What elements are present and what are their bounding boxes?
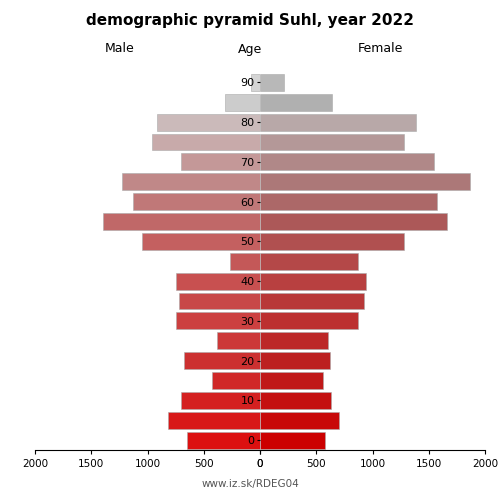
Bar [176, 272, 260, 289]
Bar [251, 74, 260, 91]
Bar [122, 174, 260, 190]
Bar [260, 432, 325, 448]
Bar [260, 74, 283, 91]
Bar [260, 272, 366, 289]
Text: demographic pyramid Suhl, year 2022: demographic pyramid Suhl, year 2022 [86, 12, 414, 28]
Bar [181, 154, 260, 170]
Bar [260, 114, 416, 130]
Bar [181, 392, 260, 409]
Bar [179, 292, 260, 310]
Bar [142, 233, 260, 250]
Bar [260, 193, 436, 210]
Bar [133, 193, 260, 210]
Bar [176, 312, 260, 330]
Bar [260, 154, 434, 170]
Text: Female: Female [358, 42, 403, 56]
Text: Age: Age [238, 42, 262, 56]
Bar [260, 94, 332, 110]
Bar [225, 94, 260, 110]
Bar [156, 114, 260, 130]
Text: www.iz.sk/RDEG04: www.iz.sk/RDEG04 [201, 480, 299, 490]
Bar [260, 372, 323, 389]
Bar [102, 213, 260, 230]
Bar [260, 253, 358, 270]
Bar [260, 233, 404, 250]
Bar [187, 432, 260, 448]
Bar [217, 332, 260, 349]
Bar [184, 352, 260, 369]
Bar [152, 134, 260, 150]
Bar [260, 213, 447, 230]
Bar [260, 312, 358, 330]
Bar [260, 412, 339, 428]
Bar [260, 174, 470, 190]
Bar [212, 372, 260, 389]
Bar [260, 352, 330, 369]
Bar [230, 253, 260, 270]
Bar [168, 412, 260, 428]
Bar [260, 332, 328, 349]
Bar [260, 292, 364, 310]
Bar [260, 392, 331, 409]
Text: Male: Male [105, 42, 135, 56]
Bar [260, 134, 404, 150]
